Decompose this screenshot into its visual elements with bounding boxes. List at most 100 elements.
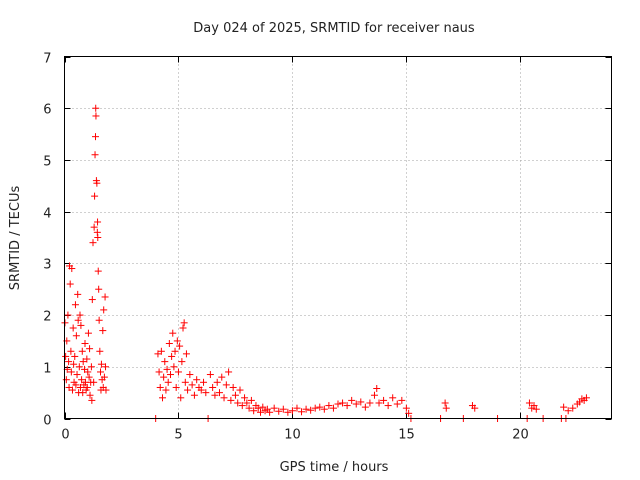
data-point	[172, 383, 180, 391]
data-point	[75, 363, 83, 371]
data-point	[72, 332, 80, 340]
data-point	[532, 405, 540, 413]
data-point	[97, 360, 105, 368]
data-point	[62, 376, 70, 384]
data-point	[279, 405, 287, 413]
data-point	[100, 373, 108, 381]
data-point	[184, 386, 192, 394]
x-tick-label: 0	[61, 428, 69, 443]
y-tick-label: 5	[43, 155, 51, 170]
data-point	[95, 316, 103, 324]
data-point	[231, 391, 239, 399]
grid-layer	[64, 56, 612, 419]
plot-frame	[64, 56, 612, 419]
data-point	[90, 378, 98, 386]
data-point	[348, 396, 356, 404]
data-point	[155, 368, 163, 376]
data-point	[182, 350, 190, 358]
data-point	[160, 373, 168, 381]
data-point	[102, 363, 110, 371]
data-point	[83, 383, 91, 391]
data-point	[375, 399, 383, 407]
data-point	[161, 358, 169, 366]
data-point	[284, 408, 292, 416]
data-point	[84, 368, 92, 376]
data-point	[67, 368, 75, 376]
data-point	[361, 403, 369, 411]
data-point	[62, 352, 70, 360]
data-point	[97, 368, 105, 376]
data-point	[288, 407, 296, 415]
data-point	[259, 403, 267, 411]
data-point	[320, 405, 328, 413]
data-point	[442, 404, 450, 412]
data-point	[569, 404, 577, 412]
data-point	[209, 383, 217, 391]
data-point	[525, 399, 533, 407]
y-tick-label: 3	[43, 258, 51, 273]
data-point	[159, 394, 167, 402]
data-point	[398, 396, 406, 404]
data-point	[370, 391, 378, 399]
data-point	[168, 352, 176, 360]
data-point	[202, 389, 210, 397]
data-point	[352, 400, 360, 408]
data-point	[85, 373, 93, 381]
data-point	[91, 192, 99, 200]
data-point	[316, 403, 324, 411]
data-point	[72, 381, 80, 389]
data-point	[247, 396, 255, 404]
data-point	[70, 360, 78, 368]
data-point	[179, 324, 187, 332]
data-point	[441, 399, 449, 407]
data-point	[176, 342, 184, 350]
data-point	[405, 409, 413, 417]
data-point	[64, 311, 72, 319]
data-point	[220, 394, 228, 402]
data-point	[471, 404, 479, 412]
data-point	[334, 400, 342, 408]
data-point	[186, 371, 194, 379]
data-point	[389, 394, 397, 402]
x-tick-label: 15	[398, 428, 415, 443]
data-point	[166, 371, 174, 379]
data-point	[373, 385, 381, 393]
data-point	[102, 386, 110, 394]
data-layer	[61, 104, 590, 422]
data-point	[225, 368, 233, 376]
y-axis-label: SRMTID / TECUs	[8, 186, 23, 291]
x-tick-label: 20	[512, 428, 529, 443]
data-point	[163, 365, 171, 373]
data-point	[71, 301, 79, 309]
data-point	[93, 179, 101, 187]
data-point	[91, 151, 99, 159]
data-point	[325, 402, 333, 410]
data-point	[74, 316, 82, 324]
data-point	[193, 376, 201, 384]
data-point	[173, 337, 181, 345]
data-point	[200, 378, 208, 386]
y-tick-label: 7	[43, 52, 51, 67]
data-point	[92, 112, 100, 120]
data-point	[188, 381, 196, 389]
data-point	[86, 345, 94, 353]
data-point	[73, 371, 81, 379]
data-point	[190, 391, 198, 399]
data-point	[530, 402, 538, 410]
data-point	[94, 234, 102, 241]
data-point	[88, 396, 96, 404]
data-point	[236, 386, 244, 394]
data-point	[178, 358, 186, 366]
axis-layer: 0 1 2 3 4 5 6 7 0 5 10 15 20	[43, 52, 612, 443]
data-point	[311, 404, 319, 412]
data-point	[69, 324, 77, 332]
data-point	[384, 402, 392, 410]
data-point	[293, 404, 301, 412]
data-point	[101, 293, 109, 301]
data-point	[171, 347, 179, 355]
data-point	[243, 399, 251, 407]
data-point	[79, 358, 87, 366]
data-point	[71, 352, 79, 360]
y-tick-label: 2	[43, 310, 51, 325]
data-point	[164, 378, 172, 386]
